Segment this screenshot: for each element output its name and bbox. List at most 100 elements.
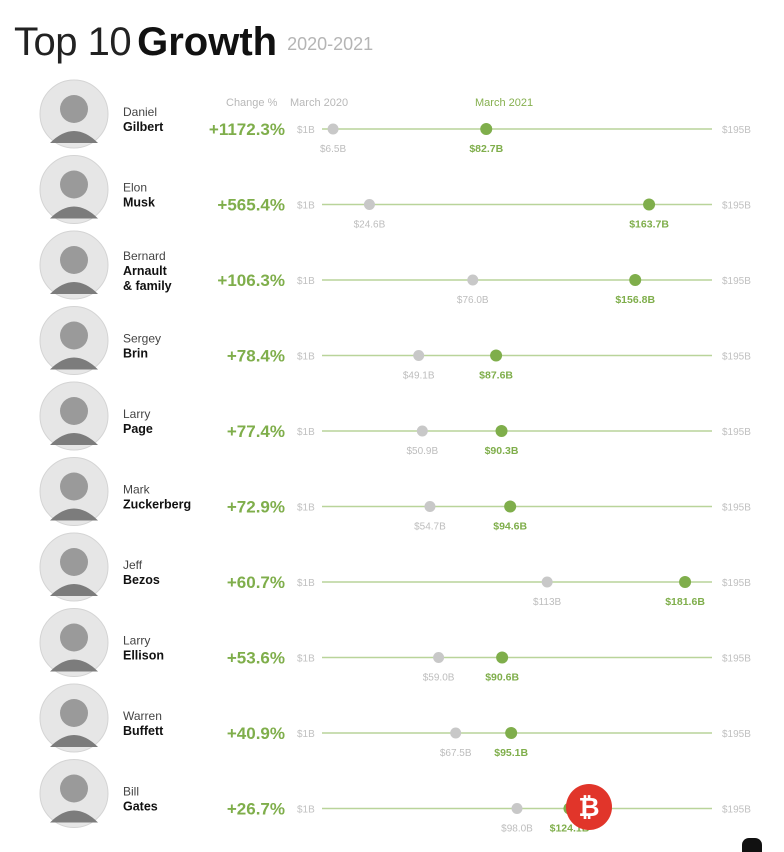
row-10-label-2020: $98.0B bbox=[501, 824, 533, 835]
row-3-avatar-body bbox=[50, 282, 98, 294]
row-7-avatar-head bbox=[60, 548, 88, 576]
row-8-change-pct: +53.6% bbox=[227, 649, 285, 668]
row-2-avatar-head bbox=[60, 170, 88, 199]
row-8-avatar-head bbox=[60, 623, 88, 652]
row-6-axis-max-label: $195B bbox=[722, 503, 751, 514]
row-4-label-2021: $87.6B bbox=[479, 370, 513, 382]
row-9-axis-min-label: $1B bbox=[297, 729, 315, 740]
row-5-dot-2021 bbox=[495, 425, 508, 437]
row-6-axis-min-label: $1B bbox=[297, 503, 315, 514]
row-7-dot-2021 bbox=[679, 576, 692, 588]
row-9-first-name: Warren bbox=[123, 709, 162, 723]
row-1-last-name: Gilbert bbox=[123, 120, 164, 134]
row-10-last-name: Gates bbox=[123, 800, 158, 814]
row-6-label-2021: $94.6B bbox=[493, 521, 527, 533]
row-5-avatar-body bbox=[50, 433, 98, 445]
row-4-last-name: Brin bbox=[123, 347, 148, 361]
row-8-last-name: Ellison bbox=[123, 649, 164, 663]
row-2-dot-2021 bbox=[643, 198, 656, 211]
bitcoin-icon: ₿ bbox=[566, 784, 612, 830]
row-1-label-2021: $82.7B bbox=[469, 143, 503, 155]
row-10-avatar-head bbox=[60, 774, 88, 803]
row-4-dot-2021 bbox=[490, 349, 503, 362]
row-6-label-2020: $54.7B bbox=[414, 522, 446, 533]
row-2-first-name: Elon bbox=[123, 181, 147, 195]
row-10-avatar-body bbox=[50, 810, 98, 823]
title-light: Top 10 bbox=[14, 20, 132, 64]
row-7-first-name: Jeff bbox=[123, 558, 143, 572]
row-4-axis-min-label: $1B bbox=[297, 352, 315, 363]
row-3-last-name: Arnault bbox=[123, 264, 168, 278]
row-1-avatar-body bbox=[50, 131, 98, 143]
row-3-dot-2020 bbox=[467, 274, 479, 286]
row-4-first-name: Sergey bbox=[123, 332, 161, 346]
row-1-axis-max-label: $195B bbox=[722, 125, 751, 136]
row-4-dot-2020 bbox=[413, 350, 425, 361]
row-2-dot-2020 bbox=[363, 199, 375, 210]
row-8-dot-2020 bbox=[433, 652, 445, 663]
row-3-avatar-head bbox=[60, 246, 88, 274]
row-1-dot-2020 bbox=[327, 123, 339, 135]
row-8-label-2021: $90.6B bbox=[485, 672, 519, 684]
row-5-label-2021: $90.3B bbox=[485, 445, 519, 457]
row-1-change-pct: +1172.3% bbox=[209, 120, 285, 139]
row-8-axis-max-label: $195B bbox=[722, 654, 751, 665]
row-3-label-2021: $156.8B bbox=[615, 294, 655, 306]
row-8-dot-2021 bbox=[496, 651, 509, 664]
row-10-first-name: Bill bbox=[123, 785, 139, 799]
row-1-dot-2021 bbox=[480, 123, 493, 135]
row-6-avatar-head bbox=[60, 472, 88, 501]
row-2-label-2021: $163.7B bbox=[629, 219, 669, 231]
row-6-dot-2020 bbox=[424, 501, 436, 512]
row-6-first-name: Mark bbox=[123, 483, 151, 497]
row-10-axis-min-label: $1B bbox=[297, 805, 315, 816]
title-years: 2020-2021 bbox=[287, 34, 374, 55]
row-8-avatar-body bbox=[50, 659, 98, 672]
row-6-last-name: Zuckerberg bbox=[123, 498, 191, 512]
row-7-label-2020: $113B bbox=[533, 597, 562, 608]
row-5-last-name: Page bbox=[123, 422, 153, 436]
row-7-axis-max-label: $195B bbox=[722, 578, 751, 589]
row-5-first-name: Larry bbox=[123, 407, 150, 421]
row-7-dot-2020 bbox=[541, 576, 553, 588]
row-1-axis-min-label: $1B bbox=[297, 125, 315, 136]
row-7-change-pct: +60.7% bbox=[227, 573, 285, 592]
row-3-change-pct: +106.3% bbox=[217, 271, 285, 290]
row-8-axis-min-label: $1B bbox=[297, 654, 315, 665]
row-5-axis-min-label: $1B bbox=[297, 427, 315, 438]
row-2-axis-min-label: $1B bbox=[297, 201, 315, 212]
column-header-march-2021: March 2021 bbox=[475, 97, 534, 109]
row-7-last-name: Bezos bbox=[123, 573, 160, 587]
row-10-dot-2020 bbox=[511, 803, 523, 814]
row-4-label-2020: $49.1B bbox=[403, 371, 435, 382]
row-9-avatar-body bbox=[50, 735, 98, 747]
title-bold: Growth bbox=[137, 20, 278, 64]
row-9-label-2020: $67.5B bbox=[440, 748, 472, 759]
row-4-avatar-head bbox=[60, 321, 88, 350]
row-6-dot-2021 bbox=[504, 500, 517, 513]
row-4-change-pct: +78.4% bbox=[227, 347, 285, 366]
row-2-label-2020: $24.6B bbox=[354, 220, 386, 231]
row-5-change-pct: +77.4% bbox=[227, 422, 285, 441]
row-3-last-name-2: & family bbox=[123, 279, 172, 293]
row-2-change-pct: +565.4% bbox=[217, 196, 285, 215]
row-6-avatar-body bbox=[50, 508, 98, 521]
row-9-dot-2020 bbox=[450, 727, 462, 739]
row-2-last-name: Musk bbox=[123, 196, 155, 210]
row-7-axis-min-label: $1B bbox=[297, 578, 315, 589]
row-9-dot-2021 bbox=[505, 727, 518, 739]
row-1-first-name: Daniel bbox=[123, 105, 157, 119]
column-header-change: Change % bbox=[226, 97, 278, 109]
row-1-avatar-head bbox=[60, 95, 88, 123]
corner-mark bbox=[742, 838, 762, 852]
row-5-avatar-head bbox=[60, 397, 88, 425]
row-9-change-pct: +40.9% bbox=[227, 724, 285, 743]
row-9-last-name: Buffett bbox=[123, 724, 164, 738]
row-10-axis-max-label: $195B bbox=[722, 805, 751, 816]
row-4-avatar-body bbox=[50, 357, 98, 370]
row-10-change-pct: +26.7% bbox=[227, 800, 285, 819]
row-2-avatar-body bbox=[50, 206, 98, 219]
row-3-first-name: Bernard bbox=[123, 249, 166, 263]
row-3-axis-min-label: $1B bbox=[297, 276, 315, 287]
